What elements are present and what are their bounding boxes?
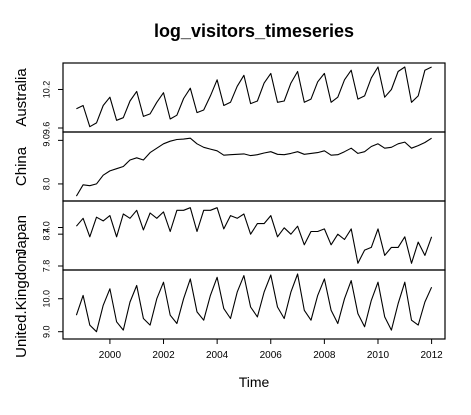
y-tick-label: 10.0 bbox=[41, 290, 51, 308]
x-axis-label: Time bbox=[239, 374, 270, 390]
panel-united-kingdom: 9.0 10.0 United.Kingdom bbox=[13, 251, 445, 358]
y-tick-label: 9.0 bbox=[41, 134, 51, 147]
x-tick-label: 2004 bbox=[206, 350, 229, 361]
y-tick-label: 10.2 bbox=[41, 81, 51, 99]
y-tick-label: 9.6 bbox=[41, 122, 51, 135]
panel-label: Japan bbox=[13, 215, 30, 256]
panel-label: United.Kingdom bbox=[13, 251, 30, 358]
x-tick-label: 2006 bbox=[260, 350, 283, 361]
series-line bbox=[76, 67, 431, 127]
y-tick-label: 8.4 bbox=[41, 228, 51, 241]
panel-frame bbox=[63, 132, 445, 201]
x-tick-label: 2010 bbox=[367, 350, 390, 361]
panel-label: China bbox=[13, 146, 30, 186]
series-line bbox=[76, 138, 431, 196]
panel-australia: 9.6 10.2 Australia bbox=[13, 63, 445, 134]
panel-frame bbox=[63, 63, 445, 132]
x-tick-label: 2012 bbox=[420, 350, 443, 361]
panel-frame bbox=[63, 201, 445, 270]
x-tick-label: 2008 bbox=[313, 350, 336, 361]
panels: 9.610.2Australia7.08.09.0China7.88.4Japa… bbox=[13, 63, 445, 358]
x-axis: 2000 2002 2004 2006 2008 2010 2012 bbox=[99, 339, 443, 361]
x-tick-label: 2000 bbox=[99, 350, 122, 361]
chart-title: log_visitors_timeseries bbox=[154, 21, 354, 41]
y-tick-label: 8.0 bbox=[41, 178, 51, 191]
series-line bbox=[76, 208, 431, 264]
panel-label: Australia bbox=[13, 68, 30, 127]
series-line bbox=[76, 274, 431, 332]
y-tick-label: 9.0 bbox=[41, 325, 51, 338]
panel-japan: 7.8 8.4 Japan bbox=[13, 201, 445, 272]
panel-frame bbox=[63, 270, 445, 339]
x-tick-label: 2002 bbox=[152, 350, 175, 361]
y-tick-label: 7.8 bbox=[41, 260, 51, 273]
